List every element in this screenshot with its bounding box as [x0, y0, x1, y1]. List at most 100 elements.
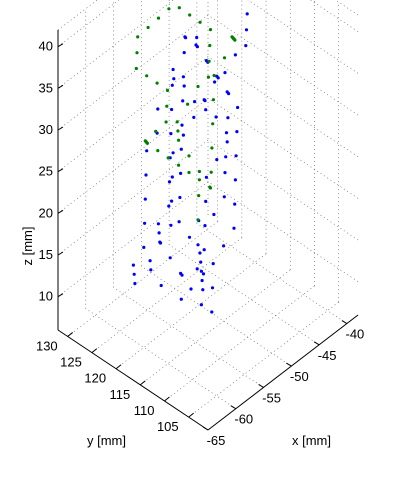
- data-point: [133, 281, 137, 286]
- data-point: [196, 243, 200, 247]
- grid-line: [140, 269, 291, 386]
- data-point: [157, 231, 161, 235]
- data-point: [131, 263, 135, 267]
- data-point: [176, 129, 180, 133]
- z-tick-label: 20: [39, 205, 53, 220]
- data-point: [156, 222, 160, 226]
- data-point: [148, 259, 152, 263]
- data-point: [204, 175, 208, 179]
- data-point: [199, 260, 203, 264]
- data-point: [224, 131, 229, 135]
- grid-line: [85, 308, 236, 409]
- y-tick: [188, 412, 194, 418]
- data-point: [224, 155, 228, 159]
- data-point: [166, 156, 170, 160]
- data-point: [233, 53, 237, 57]
- data-point: [145, 141, 149, 145]
- data-point: [164, 120, 168, 124]
- data-point: [154, 129, 158, 133]
- data-point: [227, 92, 231, 96]
- z-tick: [57, 126, 64, 131]
- grid-line: [115, 253, 267, 369]
- data-point: [170, 107, 174, 112]
- data-point: [232, 226, 236, 230]
- x-tick-label: -40: [345, 327, 364, 342]
- data-point: [156, 107, 160, 111]
- data-point: [208, 28, 213, 32]
- grid-line: [91, 237, 243, 353]
- y-tick: [164, 396, 170, 402]
- data-point: [155, 81, 159, 85]
- data-point: [197, 169, 201, 174]
- z-tick: [57, 168, 64, 173]
- data-point: [195, 35, 199, 40]
- data-point: [201, 288, 205, 292]
- data-point: [209, 170, 213, 174]
- data-point: [134, 66, 138, 71]
- data-point: [214, 115, 218, 119]
- data-point: [233, 202, 237, 206]
- data-point: [207, 59, 211, 63]
- data-point: [179, 171, 183, 175]
- data-point: [136, 35, 140, 39]
- data-point: [195, 45, 199, 49]
- data-point: [171, 151, 175, 155]
- axes: [57, 30, 359, 431]
- data-point: [143, 221, 147, 225]
- grid-line: [334, 0, 359, 16]
- z-tick-label: 30: [39, 122, 53, 137]
- data-point: [132, 272, 136, 276]
- grid-line: [67, 221, 218, 337]
- data-point: [230, 35, 234, 39]
- data-point: [213, 80, 217, 84]
- data-point: [178, 195, 182, 200]
- data-point: [216, 76, 220, 80]
- data-point: [182, 51, 186, 55]
- data-point: [211, 122, 215, 126]
- data-point: [199, 303, 203, 307]
- data-point: [142, 245, 146, 249]
- data-point: [210, 310, 214, 314]
- y-tick: [115, 364, 122, 370]
- data-point: [159, 283, 163, 288]
- data-point: [233, 178, 237, 182]
- y-tick: [139, 380, 146, 386]
- data-series: [131, 6, 249, 314]
- data-point: [225, 140, 229, 144]
- data-point: [210, 146, 214, 150]
- data-point: [244, 44, 248, 48]
- x-tick: [286, 362, 292, 367]
- data-point: [169, 223, 173, 227]
- grid-line: [207, 139, 359, 241]
- data-point: [170, 175, 174, 179]
- z-tick: [57, 84, 64, 89]
- data-point: [167, 180, 172, 184]
- z-tick-label: 35: [39, 80, 53, 95]
- data-point: [198, 251, 202, 255]
- data-point: [135, 51, 139, 55]
- data-point: [202, 98, 206, 102]
- data-point: [179, 271, 183, 275]
- grid-line: [207, 181, 359, 282]
- grid-line: [309, 0, 359, 32]
- grid-line: [57, 0, 98, 31]
- data-point: [206, 75, 210, 79]
- data-point: [196, 218, 200, 222]
- grid-line: [57, 98, 209, 214]
- y-tick-label: 110: [134, 403, 155, 418]
- data-point: [177, 6, 181, 10]
- x-tick: [202, 426, 209, 431]
- data-point: [172, 77, 176, 81]
- data-point: [204, 108, 208, 112]
- z-tick: [57, 43, 64, 48]
- data-point: [149, 268, 153, 272]
- grid-line: [207, 56, 359, 157]
- data-point: [187, 154, 191, 158]
- grid-line: [57, 181, 209, 297]
- data-point: [167, 204, 171, 208]
- data-point: [245, 12, 249, 16]
- grid-line: [207, 14, 359, 116]
- data-point: [165, 88, 170, 92]
- data-point: [210, 286, 215, 290]
- data-point: [223, 71, 227, 75]
